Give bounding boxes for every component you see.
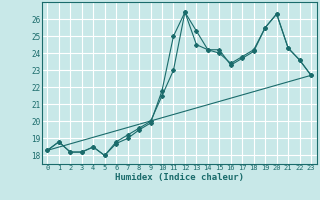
X-axis label: Humidex (Indice chaleur): Humidex (Indice chaleur) — [115, 173, 244, 182]
